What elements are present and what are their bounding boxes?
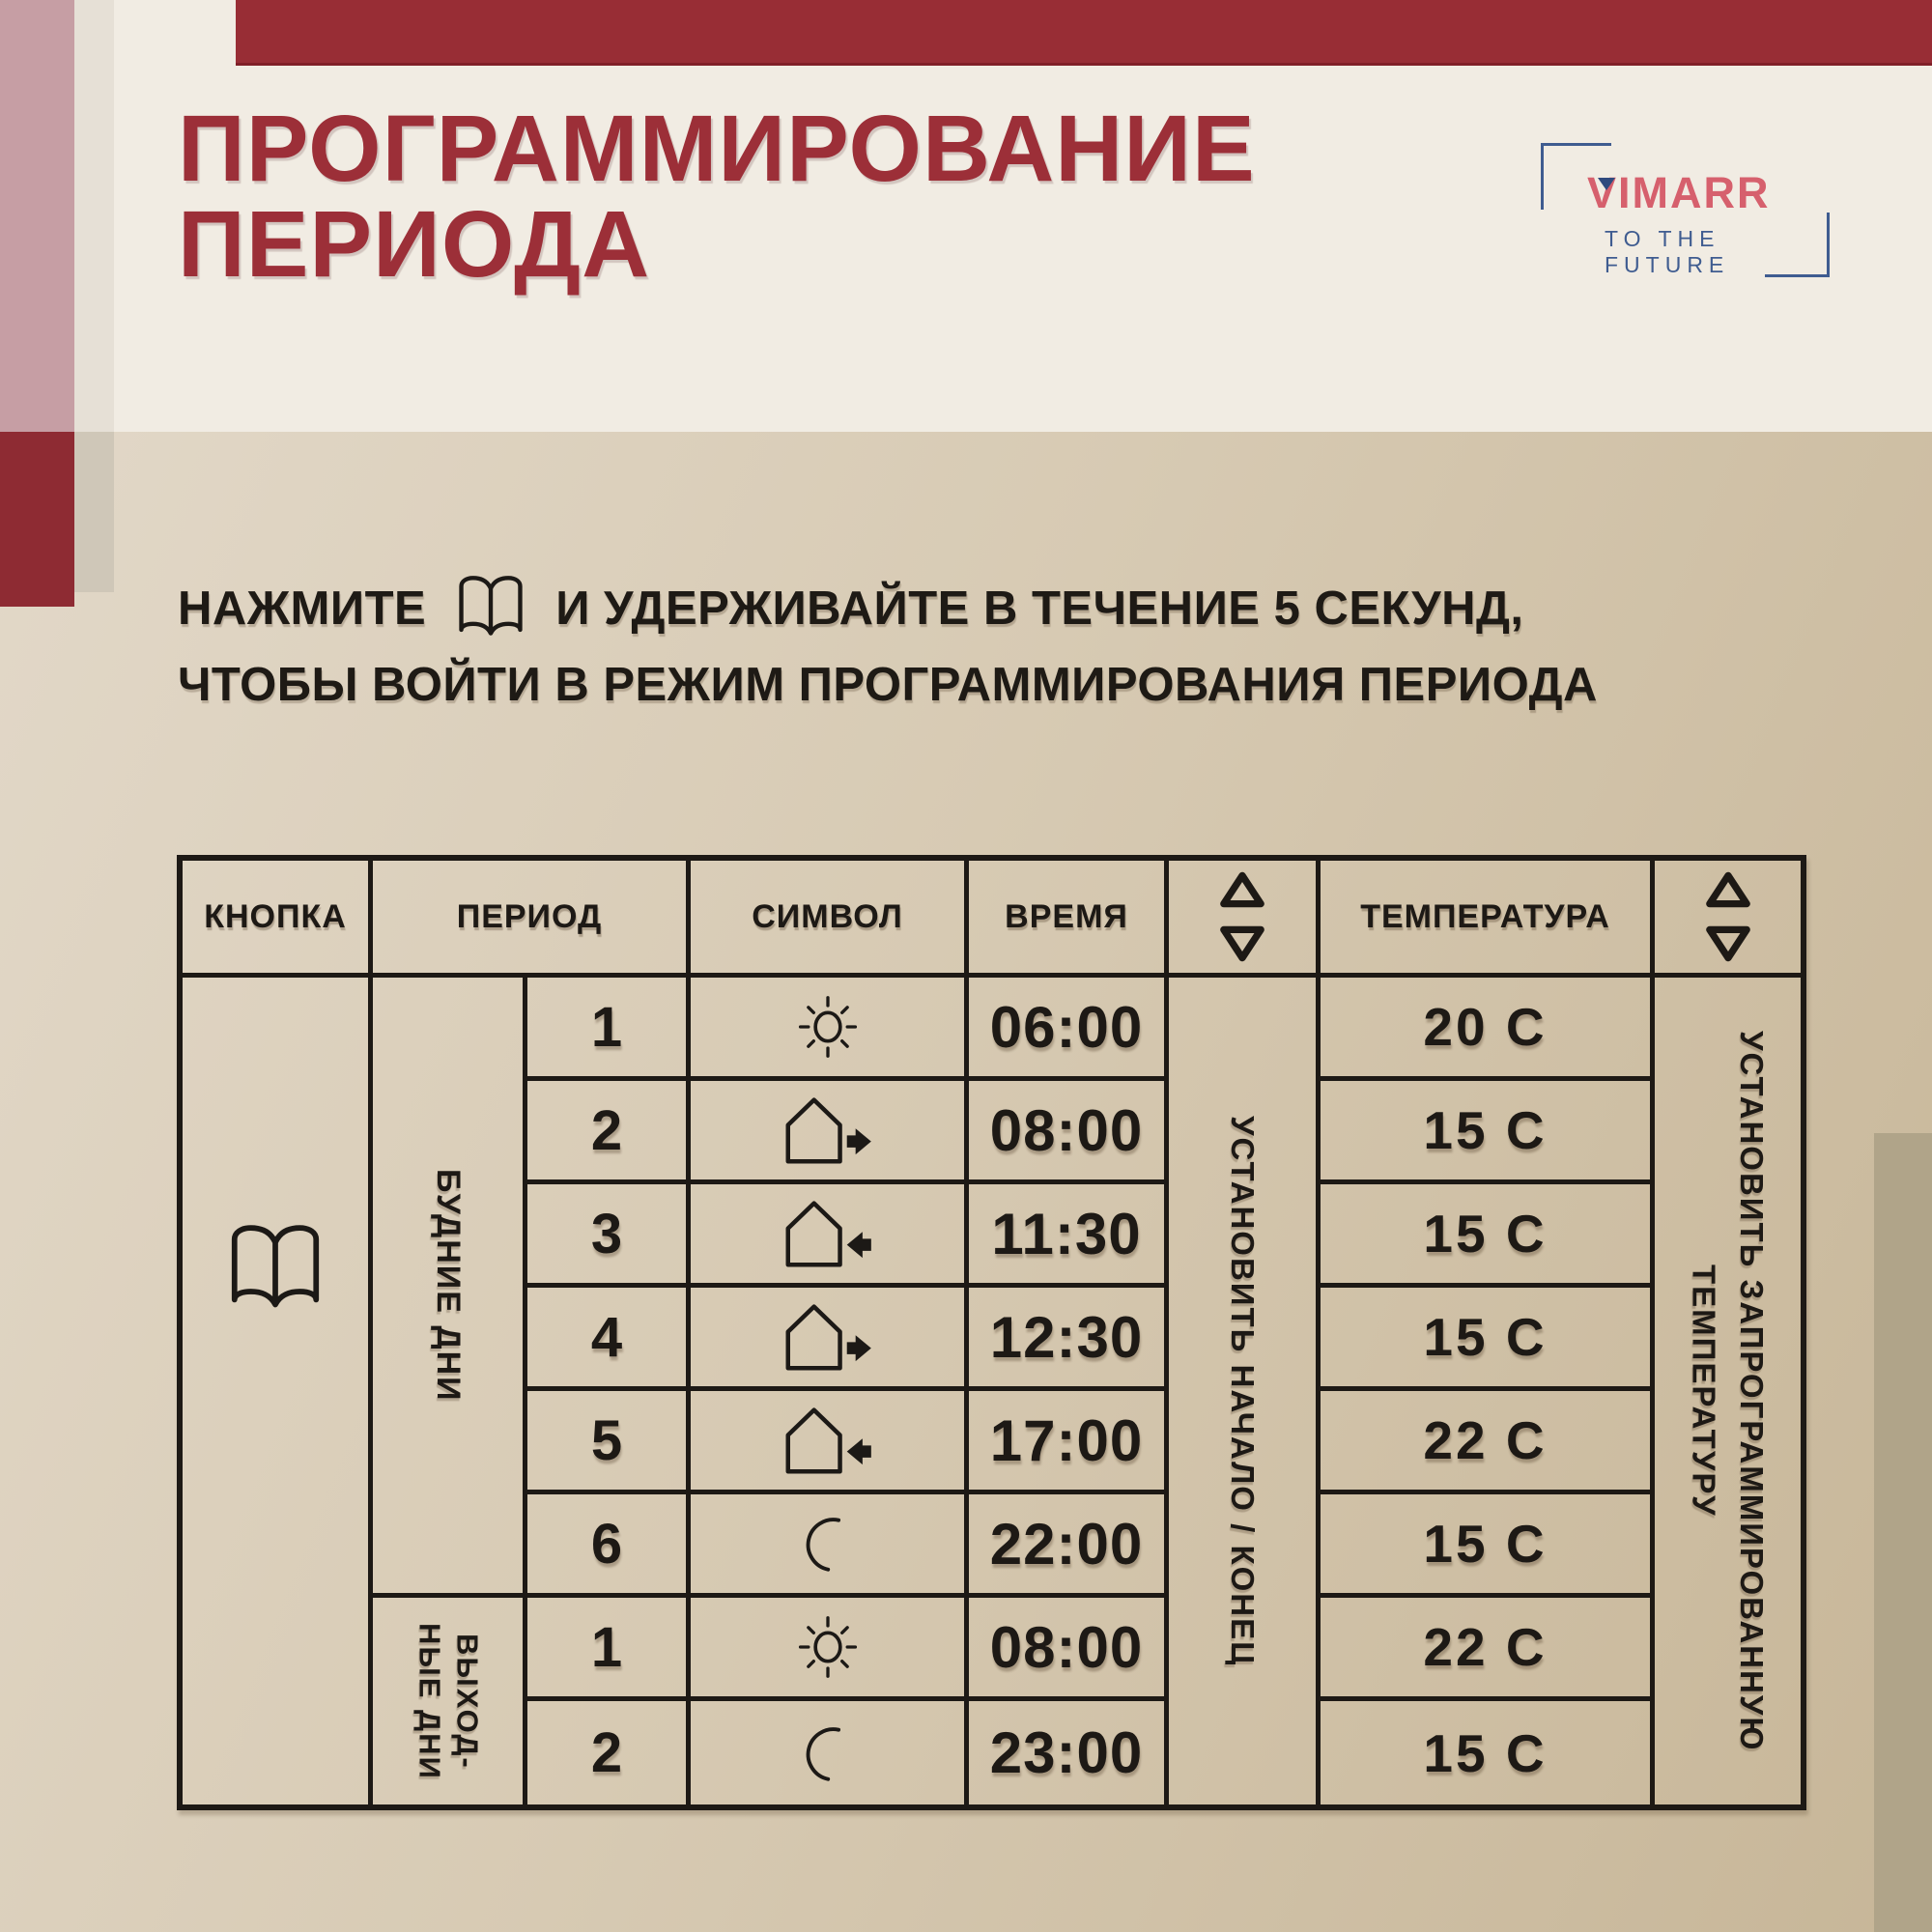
temperature-cell: 15 C xyxy=(1321,1701,1655,1804)
time-cell: 08:00 xyxy=(969,1598,1169,1701)
symbol-cell xyxy=(691,1184,969,1288)
time-cell: 12:30 xyxy=(969,1288,1169,1391)
set-temperature-cell: УСТАНОВИТЬ ЗАПРОГРАММИРОВАННУЮ ТЕМПЕРАТУ… xyxy=(1655,978,1801,1804)
triangle-down-icon xyxy=(1220,925,1264,962)
brand-name: VIMARR xyxy=(1587,168,1771,217)
period-cell: 2 xyxy=(527,1081,691,1184)
open-book-icon xyxy=(459,576,523,636)
up-down-triangles-icon xyxy=(1217,869,1267,964)
time-cell: 17:00 xyxy=(969,1391,1169,1494)
group-label-weekdays: БУДНИЕ ДНИ xyxy=(373,978,527,1598)
page-title-line1: ПРОГРАММИРОВАНИЕ xyxy=(178,96,1256,201)
left-gray-strip-lower xyxy=(74,432,114,592)
time-cell: 11:30 xyxy=(969,1184,1169,1288)
period-cell: 3 xyxy=(527,1184,691,1288)
period-cell: 5 xyxy=(527,1391,691,1494)
column-header-temperature: ТЕМПЕРАТУРА xyxy=(1321,861,1655,978)
button-cell xyxy=(183,978,373,1804)
set-start-end-cell: УСТАНОВИТЬ НАЧАЛО / КОНЕЦ xyxy=(1169,978,1321,1804)
sun-icon xyxy=(798,996,857,1058)
time-cell: 22:00 xyxy=(969,1494,1169,1598)
column-header-time: ВРЕМЯ xyxy=(969,861,1169,978)
group-label-weekend: ВЫХОД- НЫЕ ДНИ xyxy=(373,1598,527,1804)
left-pink-accent-bar xyxy=(0,0,74,432)
time-cell: 23:00 xyxy=(969,1701,1169,1804)
house-return-icon xyxy=(785,1407,871,1474)
temperature-cell: 15 C xyxy=(1321,1184,1655,1288)
time-cell: 08:00 xyxy=(969,1081,1169,1184)
temperature-cell: 22 C xyxy=(1321,1598,1655,1701)
column-header-button: КНОПКА xyxy=(183,861,373,978)
page-title-line2: ПЕРИОДА xyxy=(178,191,651,297)
moon-icon xyxy=(806,1726,840,1781)
period-cell: 1 xyxy=(527,1598,691,1701)
weekend-label-line2: НЫЕ ДНИ xyxy=(412,1622,447,1780)
top-red-accent-bar xyxy=(236,0,1932,66)
set-start-end-label: УСТАНОВИТЬ НАЧАЛО / КОНЕЦ xyxy=(1224,1115,1261,1667)
instruction-line1-rest: И УДЕРЖИВАЙТЕ В ТЕЧЕНИЕ 5 СЕКУНД, xyxy=(555,582,1524,635)
period-cell: 1 xyxy=(527,978,691,1081)
programming-table: КНОПКА ПЕРИОД СИМВОЛ ВРЕМЯ ТЕМПЕРАТУРА xyxy=(177,855,1806,1810)
up-down-triangles-icon xyxy=(1703,869,1753,964)
temperature-cell: 15 C xyxy=(1321,1288,1655,1391)
temperature-cell: 15 C xyxy=(1321,1494,1655,1598)
column-header-period: ПЕРИОД xyxy=(373,861,691,978)
weekend-label-line1: ВЫХОД- xyxy=(450,1633,485,1770)
weekend-label: ВЫХОД- НЫЕ ДНИ xyxy=(411,1623,486,1780)
brand-logo: VIMARR TO THE FUTURE xyxy=(1541,135,1831,290)
instruction-line2: ЧТОБЫ ВОЙТИ В РЕЖИМ ПРОГРАММИРОВАНИЯ ПЕР… xyxy=(178,659,1598,711)
time-cell: 06:00 xyxy=(969,978,1169,1081)
column-header-temp-adjust xyxy=(1655,861,1801,978)
instruction-line1: НАЖМИТЕ И УДЕРЖИВАЙТЕ В ТЕЧЕНИЕ 5 СЕКУНД… xyxy=(178,563,1598,654)
brand-tagline: TO THE FUTURE xyxy=(1605,226,1730,277)
brand-v-triangle-icon xyxy=(1598,178,1615,190)
symbol-cell xyxy=(691,1081,969,1184)
set-temperature-label-line2: ТЕМПЕРАТУРУ xyxy=(1686,1264,1722,1518)
triangle-up-icon xyxy=(1220,871,1264,908)
sun-icon xyxy=(798,1616,857,1678)
page-title: ПРОГРАММИРОВАНИЕ ПЕРИОДА xyxy=(178,100,1256,292)
symbol-cell xyxy=(691,1701,969,1804)
symbol-cell xyxy=(691,1288,969,1391)
symbol-cell xyxy=(691,1494,969,1598)
open-book-icon xyxy=(231,1225,320,1308)
set-temperature-label: УСТАНОВИТЬ ЗАПРОГРАММИРОВАННУЮ ТЕМПЕРАТУ… xyxy=(1680,1031,1776,1751)
instruction-text: НАЖМИТЕ И УДЕРЖИВАЙТЕ В ТЕЧЕНИЕ 5 СЕКУНД… xyxy=(178,563,1598,712)
right-gray-accent-block xyxy=(1874,1133,1932,1932)
temperature-cell: 22 C xyxy=(1321,1391,1655,1494)
temperature-cell: 15 C xyxy=(1321,1081,1655,1184)
period-cell: 6 xyxy=(527,1494,691,1598)
triangle-down-icon xyxy=(1705,925,1750,962)
left-gray-strip-upper xyxy=(74,0,114,432)
instruction-press-word: НАЖМИТЕ xyxy=(178,582,427,635)
left-red-accent-block xyxy=(0,432,74,607)
set-temperature-label-line1: УСТАНОВИТЬ ЗАПРОГРАММИРОВАННУЮ xyxy=(1734,1030,1770,1752)
logo-bracket-bottom-right xyxy=(1765,213,1830,277)
moon-icon xyxy=(806,1518,840,1572)
column-header-time-adjust xyxy=(1169,861,1321,978)
period-cell: 4 xyxy=(527,1288,691,1391)
house-leave-icon xyxy=(785,1304,871,1371)
period-cell: 2 xyxy=(527,1701,691,1804)
house-leave-icon xyxy=(785,1097,871,1164)
weekdays-label: БУДНИЕ ДНИ xyxy=(429,1168,467,1403)
column-header-symbol: СИМВОЛ xyxy=(691,861,969,978)
symbol-cell xyxy=(691,1598,969,1701)
house-return-icon xyxy=(785,1201,871,1267)
symbol-cell xyxy=(691,1391,969,1494)
triangle-up-icon xyxy=(1705,871,1750,908)
temperature-cell: 20 C xyxy=(1321,978,1655,1081)
symbol-cell xyxy=(691,978,969,1081)
logo-bracket-top-left xyxy=(1541,143,1611,210)
